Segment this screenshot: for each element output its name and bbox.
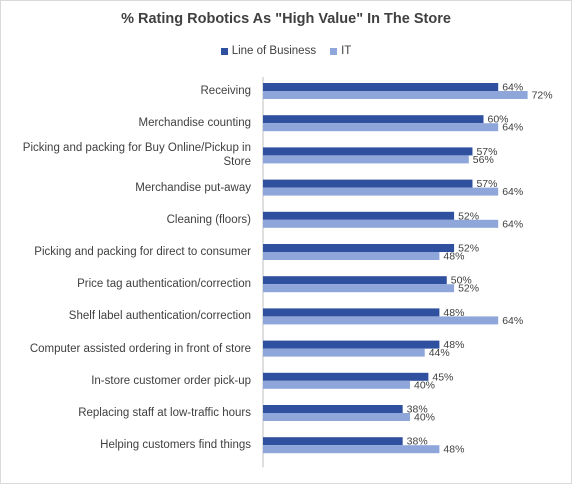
bar-line-of-business (263, 147, 473, 156)
data-label-it: 64% (502, 122, 523, 134)
data-label-it: 48% (443, 444, 464, 456)
bar-it (263, 219, 499, 228)
data-label-it: 56% (473, 154, 494, 166)
category-label: Picking and packing for direct to consum… (34, 246, 251, 258)
bar-it (263, 155, 469, 164)
data-label-it: 44% (429, 347, 450, 359)
category-label: Cleaning (floors) (166, 213, 251, 226)
bar-line-of-business (263, 437, 403, 446)
bar-line-of-business (263, 276, 447, 285)
data-label-line-of-business: 48% (443, 307, 464, 319)
data-label-it: 64% (502, 315, 523, 327)
category-label: Picking and packing for Buy Online/Picku… (22, 142, 251, 169)
category-label: Receiving (200, 85, 252, 97)
bar-it (263, 316, 499, 325)
legend-swatch-line-of-business (220, 47, 228, 55)
data-label-line-of-business: 48% (443, 339, 464, 351)
bar-line-of-business (263, 83, 499, 91)
category-label: Merchandise put-away (135, 181, 251, 194)
chart-legend: Line of Business IT (1, 45, 571, 57)
data-label-it: 64% (502, 218, 523, 230)
bar-line-of-business (263, 115, 484, 124)
bar-line-of-business (263, 405, 403, 413)
bar-line-of-business (263, 340, 440, 349)
legend-item-line-of-business: Line of Business (220, 45, 317, 57)
data-label-line-of-business: 50% (451, 275, 472, 287)
bar-line-of-business (263, 179, 473, 188)
data-label-line-of-business: 45% (432, 371, 453, 383)
chart-title: % Rating Robotics As "High Value" In The… (121, 11, 451, 27)
data-label-it: 64% (502, 186, 523, 198)
bar-it (263, 252, 440, 260)
category-label: Shelf label authentication/correction (68, 310, 251, 323)
data-label-it: 52% (458, 283, 479, 295)
bar-line-of-business (263, 244, 455, 252)
bar-it (263, 91, 528, 99)
bar-it (263, 187, 499, 196)
data-label-line-of-business: 38% (407, 404, 428, 416)
data-label-line-of-business: 57% (476, 146, 497, 158)
category-label: Merchandise counting (138, 117, 251, 130)
bar-it (263, 123, 499, 132)
data-label-line-of-business: 52% (458, 210, 479, 222)
category-label: Computer assisted ordering in front of s… (29, 342, 251, 355)
data-label-it: 48% (443, 251, 464, 263)
bar-it (263, 348, 425, 357)
legend-swatch-it (330, 47, 338, 55)
data-label-it: 72% (532, 90, 553, 102)
category-label: In-store customer order pick-up (91, 374, 251, 387)
bar-line-of-business (263, 372, 429, 381)
bar-it (263, 284, 455, 293)
legend-label-it: IT (341, 45, 352, 57)
data-label-line-of-business: 52% (458, 243, 479, 255)
data-label-it: 40% (414, 379, 435, 391)
data-label-line-of-business: 60% (488, 114, 509, 126)
data-label-line-of-business: 38% (407, 436, 428, 448)
category-label: Replacing staff at low-traffic hours (78, 407, 251, 419)
bar-line-of-business (263, 308, 440, 317)
data-label-line-of-business: 57% (476, 178, 497, 190)
category-label: Price tag authentication/correction (77, 278, 251, 291)
legend-item-it: IT (330, 45, 351, 57)
data-label-it: 40% (414, 412, 435, 424)
bar-it (263, 380, 410, 389)
legend-label-line-of-business: Line of Business (231, 45, 317, 57)
bar-it (263, 445, 440, 454)
bar-it (263, 413, 410, 421)
data-label-line-of-business: 64% (502, 82, 523, 94)
bar-line-of-business (263, 211, 455, 220)
category-label: Helping customers find things (100, 439, 251, 452)
